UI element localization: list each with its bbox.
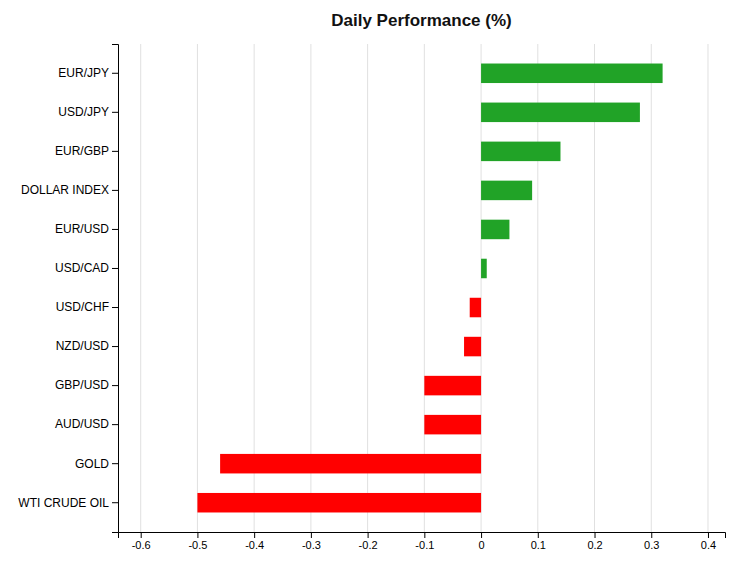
grid-line — [197, 44, 198, 532]
bars — [197, 64, 662, 513]
bar — [481, 220, 509, 240]
y-tick-mark — [112, 73, 118, 74]
x-tick: -0.5 — [188, 532, 207, 551]
y-tick-label: GBP/USD — [55, 378, 109, 392]
y-axis-line — [112, 45, 119, 533]
x-axis-line — [119, 533, 726, 539]
x-tick: -0.6 — [132, 532, 151, 551]
grid-line — [651, 44, 652, 532]
y-tick-label: DOLLAR INDEX — [21, 183, 109, 197]
bar — [481, 142, 560, 162]
y-tick: EUR/USD — [55, 222, 118, 236]
grid-line — [707, 44, 708, 532]
y-tick-label: EUR/USD — [55, 222, 109, 236]
chart: Daily Performance (%)-0.6-0.5-0.4-0.3-0.… — [0, 0, 753, 568]
y-tick: GBP/USD — [55, 378, 118, 392]
y-tick-mark — [112, 424, 118, 425]
x-tick-mark — [368, 532, 369, 538]
y-tick-label: NZD/USD — [56, 339, 110, 353]
y-tick-label: EUR/JPY — [58, 66, 109, 80]
y-tick: AUD/USD — [55, 417, 118, 431]
x-tick-label: -0.6 — [132, 539, 151, 551]
y-tick: EUR/JPY — [58, 66, 118, 80]
y-axis: WTI CRUDE OIL GOLD AUD/USD GBP/USD NZD/USD US… — [18, 45, 118, 533]
x-tick: -0.1 — [415, 532, 434, 551]
x-tick-mark — [538, 532, 539, 538]
x-tick-mark — [197, 532, 198, 538]
y-tick: WTI CRUDE OIL — [18, 496, 118, 510]
plot: -0.6 -0.5 -0.4 -0.3 -0.2 -0.1 0 0.1 0.2 0.3 0.4 WTI… — [18, 44, 725, 551]
y-tick-mark — [112, 268, 118, 269]
x-tick: -0.3 — [302, 532, 321, 551]
bar — [197, 493, 481, 513]
y-tick-mark — [112, 112, 118, 113]
x-tick-label: 0.1 — [531, 539, 546, 551]
y-tick: NZD/USD — [56, 339, 118, 353]
y-tick: EUR/GBP — [55, 144, 118, 158]
y-tick: USD/CHF — [56, 300, 118, 314]
y-tick: USD/JPY — [58, 105, 118, 119]
y-tick-mark — [112, 463, 118, 464]
y-tick: USD/CAD — [55, 261, 118, 275]
x-tick-label: 0.2 — [587, 539, 602, 551]
x-tick-mark — [481, 532, 482, 538]
x-tick-label: -0.1 — [415, 539, 434, 551]
y-tick-label: EUR/GBP — [55, 144, 109, 158]
x-tick: 0.2 — [587, 532, 602, 551]
x-tick-label: -0.2 — [359, 539, 378, 551]
x-tick-mark — [595, 532, 596, 538]
x-tick-label: 0 — [479, 539, 485, 551]
y-tick: GOLD — [75, 457, 118, 471]
bar — [470, 298, 481, 318]
bar — [481, 103, 640, 123]
bar — [424, 376, 481, 396]
x-tick-label: -0.3 — [302, 539, 321, 551]
title: Daily Performance (%) — [331, 11, 511, 30]
x-tick: 0.1 — [531, 532, 546, 551]
y-tick-label: AUD/USD — [55, 417, 109, 431]
y-tick-mark — [112, 307, 118, 308]
x-tick-mark — [254, 532, 255, 538]
y-tick-mark — [112, 151, 118, 152]
x-tick: 0 — [479, 532, 485, 551]
y-tick-label: WTI CRUDE OIL — [18, 496, 109, 510]
y-tick-label: USD/CAD — [55, 261, 109, 275]
y-tick-mark — [112, 190, 118, 191]
x-tick-mark — [424, 532, 425, 538]
bar — [481, 259, 487, 279]
x-tick-label: -0.4 — [245, 539, 264, 551]
bar — [424, 415, 481, 435]
grid — [141, 44, 708, 532]
x-tick: 0.4 — [701, 532, 716, 551]
y-tick-label: GOLD — [75, 457, 109, 471]
x-tick-mark — [651, 532, 652, 538]
x-tick-mark — [311, 532, 312, 538]
x-tick: -0.2 — [359, 532, 378, 551]
x-tick-label: -0.5 — [188, 539, 207, 551]
x-tick: 0.3 — [644, 532, 659, 551]
y-tick-label: USD/CHF — [56, 300, 109, 314]
y-tick-mark — [112, 385, 118, 386]
x-axis: -0.6 -0.5 -0.4 -0.3 -0.2 -0.1 0 0.1 0.2 0.3 0.4 — [119, 532, 726, 551]
bar — [481, 181, 532, 201]
bar — [220, 454, 481, 474]
x-tick-label: 0.4 — [701, 539, 716, 551]
grid-line — [140, 44, 141, 532]
bar — [481, 64, 663, 84]
y-tick-mark — [112, 502, 118, 503]
x-tick-mark — [141, 532, 142, 538]
x-tick-mark — [708, 532, 709, 538]
x-tick-label: 0.3 — [644, 539, 659, 551]
x-tick: -0.4 — [245, 532, 264, 551]
y-tick-mark — [112, 346, 118, 347]
bar — [464, 337, 481, 357]
y-tick-label: USD/JPY — [58, 105, 109, 119]
y-tick-mark — [112, 229, 118, 230]
y-tick: DOLLAR INDEX — [21, 183, 118, 197]
